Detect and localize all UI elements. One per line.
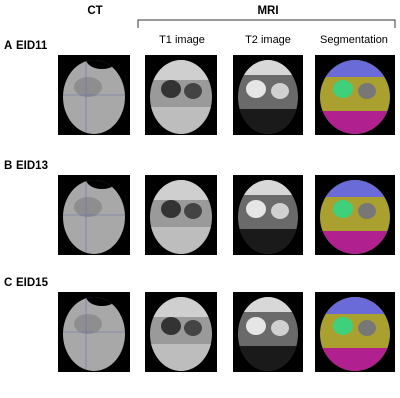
row-letter: A [4, 40, 12, 52]
organ [246, 317, 266, 335]
scan-image [145, 175, 217, 255]
organ [184, 83, 202, 99]
organ [161, 200, 181, 218]
tissue [63, 180, 125, 254]
image-body [150, 60, 212, 134]
seg-magenta [320, 231, 390, 254]
organ [74, 197, 102, 217]
column-label: T1 image [159, 34, 205, 46]
column-label: T2 image [245, 34, 291, 46]
organ [184, 320, 202, 336]
organ [271, 203, 289, 219]
organ [161, 317, 181, 335]
scan-image [145, 55, 217, 135]
mri-header: MRI [257, 5, 278, 17]
row-id: EID11 [16, 40, 48, 52]
organ [74, 314, 102, 334]
row-id: EID15 [16, 277, 49, 289]
seg-organ [358, 83, 376, 99]
rows: A EID11 B EID13 C EID15 [4, 40, 395, 372]
organ [184, 203, 202, 219]
tissue-top [150, 297, 212, 317]
scan-image [315, 55, 395, 135]
column-label: Segmentation [320, 34, 388, 46]
organ [74, 77, 102, 97]
organ [246, 200, 266, 218]
mri-bracket [137, 19, 396, 28]
organ [246, 80, 266, 98]
organ [271, 320, 289, 336]
scan-image [315, 292, 395, 372]
scan-image [58, 292, 130, 372]
image-body [150, 297, 212, 371]
scan-image [315, 175, 395, 255]
image-body [238, 297, 298, 371]
image-body [150, 180, 212, 254]
seg-organ [333, 200, 353, 218]
tissue [63, 297, 125, 371]
seg-organ [358, 320, 376, 336]
seg-organ [333, 317, 353, 335]
scan-image [58, 55, 130, 135]
scan-image [145, 292, 217, 372]
image-body [238, 60, 298, 134]
seg-magenta [320, 111, 390, 134]
row-letter: C [4, 277, 12, 289]
seg-magenta [320, 348, 390, 371]
organ [271, 83, 289, 99]
tissue-top [150, 180, 212, 200]
seg-organ [358, 203, 376, 219]
image-body [238, 180, 298, 254]
seg-organ [333, 80, 353, 98]
scan-image [58, 175, 130, 255]
row-letter: B [4, 160, 12, 172]
scan-image [233, 55, 303, 135]
tissue [63, 60, 125, 134]
scan-image [233, 292, 303, 372]
tissue-top [150, 60, 212, 80]
row-id: EID13 [16, 160, 48, 172]
ct-header: CT [87, 5, 102, 17]
organ [161, 80, 181, 98]
scan-image [233, 175, 303, 255]
